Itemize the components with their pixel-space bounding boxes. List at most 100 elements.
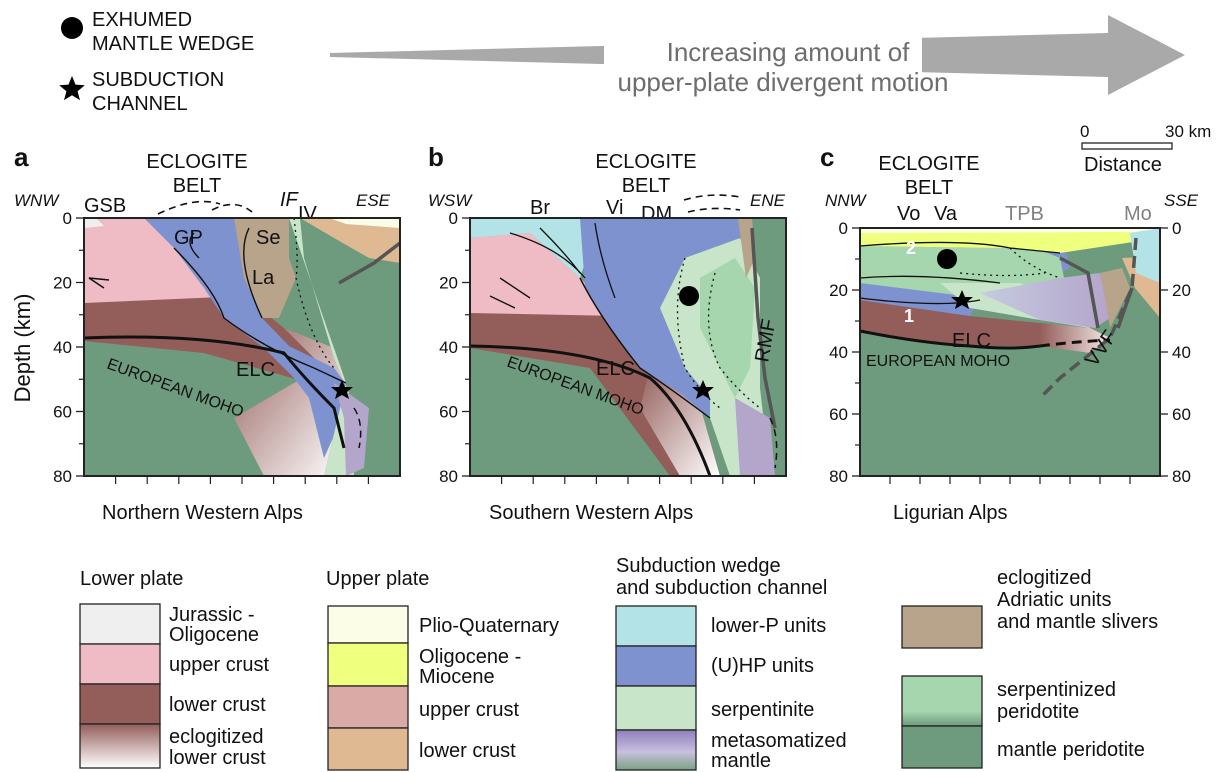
panel-title-2: BELT — [173, 175, 222, 197]
legend-item: Plio-Quaternary — [419, 615, 559, 637]
scale-label: Distance — [1084, 154, 1162, 176]
label-elc: ELC — [596, 358, 635, 380]
panel-letter: a — [14, 142, 29, 172]
circle-label-1: EXHUMED — [92, 9, 192, 31]
legend-item: lower-P units — [711, 615, 826, 637]
depth-tick-label: 40 — [53, 338, 72, 357]
depth-tick-label: 0 — [449, 209, 458, 228]
panel-a: a ECLOGITE BELT WNW ESE GSB IF IV — [14, 142, 401, 524]
legend-item: upper crust — [419, 699, 519, 721]
depth-tick-label: 20 — [1172, 281, 1191, 300]
depth-tick-label: 40 — [1172, 343, 1191, 362]
star-label-2: CHANNEL — [92, 93, 188, 115]
label-elc: ELC — [952, 330, 991, 352]
legend-item: and mantle slivers — [997, 611, 1158, 633]
legend-item: peridotite — [997, 701, 1079, 723]
label-vo: Vo — [897, 203, 920, 225]
label-va: Va — [934, 203, 958, 225]
panel-title-1: ECLOGITE — [878, 153, 979, 175]
legend-item: lower crust — [169, 694, 266, 716]
exhumed-mantle-wedge-circle-icon — [61, 17, 83, 39]
legend-item: serpentinized — [997, 679, 1116, 701]
legend-item: metasomatized — [711, 730, 847, 752]
label-n2: 2 — [906, 238, 916, 258]
legend-item: mantle — [711, 750, 771, 772]
legend-item: Oligocene - — [419, 646, 521, 668]
legend-item: (U)HP units — [711, 655, 814, 677]
legend-item: eclogitized — [169, 726, 264, 748]
label-gsb: GSB — [84, 195, 126, 217]
dir-left: WNW — [14, 191, 60, 210]
panel-c: c ECLOGITE BELT NNW SSE Vo Va TPB Mo — [820, 142, 1199, 524]
legend-item: Oligocene — [169, 624, 259, 646]
star-label-1: SUBDUCTION — [92, 69, 224, 91]
depth-tick-label: 80 — [53, 467, 72, 486]
depth-tick-label: 20 — [53, 274, 72, 293]
legend-item: Miocene — [419, 666, 495, 688]
label-n1: 1 — [904, 306, 914, 326]
scale-start: 0 — [1080, 122, 1089, 141]
label-gp: GP — [174, 227, 203, 249]
depth-tick-label: 60 — [829, 405, 848, 424]
subduction-channel-star-icon — [59, 76, 85, 101]
panel-title-1: ECLOGITE — [146, 151, 247, 173]
legend-item: serpentinite — [711, 699, 814, 721]
panel-caption: Northern Western Alps — [102, 502, 303, 524]
legend-wedge-heading-2: and subduction channel — [616, 577, 827, 599]
depth-tick-label: 80 — [829, 467, 848, 486]
panel-caption: Southern Western Alps — [489, 502, 693, 524]
legend-item: lower crust — [169, 747, 266, 769]
depth-tick-label: 0 — [839, 219, 848, 238]
legend-wedge-heading-1: Subduction wedge — [616, 555, 781, 577]
legend-item: mantle peridotite — [997, 739, 1145, 761]
label-if: IF — [280, 189, 300, 211]
depth-tick-label: 80 — [1172, 467, 1191, 486]
depth-axes: Depth (km) 0 20 40 60 80 0 20 40 60 80 0 0 20 20 40 40 6… — [10, 209, 1191, 486]
depth-tick-label: 40 — [829, 343, 848, 362]
arrow-text-1: Increasing amount of — [667, 37, 911, 67]
depth-tick-label: 20 — [829, 281, 848, 300]
depth-tick-label: 0 — [63, 209, 72, 228]
divergence-arrow: Increasing amount of upper-plate diverge… — [330, 15, 1185, 100]
scale-end: 30 km — [1165, 122, 1211, 141]
dir-right: ENE — [750, 191, 786, 210]
panel-title-1: ECLOGITE — [595, 151, 696, 173]
dir-right: SSE — [1164, 191, 1199, 210]
legend-lower-plate-heading: Lower plate — [80, 568, 183, 590]
depth-tick-label: 80 — [439, 467, 458, 486]
legend-item: Adriatic units — [997, 589, 1112, 611]
panel-b: b ECLOGITE BELT WSW ENE Br Vi DM — [428, 142, 787, 524]
label-br: Br — [530, 197, 550, 219]
panel-title-2: BELT — [622, 175, 671, 197]
dir-left: WSW — [428, 191, 473, 210]
circle-label-2: MANTLE WEDGE — [92, 33, 254, 55]
legend: Lower plate Jurassic - Oligocene upper c… — [79, 555, 1158, 772]
panel-letter: b — [428, 142, 444, 172]
label-se: Se — [256, 227, 280, 249]
label-mo: Mo — [1124, 203, 1152, 225]
panel-letter: c — [820, 142, 834, 172]
depth-tick-label: 20 — [439, 274, 458, 293]
arrow-text-2: upper-plate divergent motion — [618, 67, 949, 97]
depth-tick-label: 40 — [439, 338, 458, 357]
label-tpb: TPB — [1005, 203, 1044, 225]
legend-item: eclogitized — [997, 567, 1092, 589]
legend-item: upper crust — [169, 654, 269, 676]
label-vi: Vi — [606, 197, 623, 219]
legend-upper-plate-heading: Upper plate — [326, 568, 429, 590]
depth-tick-label: 60 — [53, 403, 72, 422]
legend-item: Jurassic - — [169, 604, 255, 626]
panel-title-2: BELT — [905, 177, 954, 199]
label-elc: ELC — [236, 359, 275, 381]
scale-bar: 0 30 km Distance — [1080, 122, 1211, 176]
legend-item: lower crust — [419, 740, 516, 762]
depth-axis-label: Depth (km) — [10, 294, 35, 403]
label-moho: EUROPEAN MOHO — [866, 353, 1010, 370]
dir-right: ESE — [356, 191, 391, 210]
top-legend: EXHUMED MANTLE WEDGE SUBDUCTION CHANNEL — [59, 9, 254, 115]
panel-caption: Ligurian Alps — [893, 502, 1008, 524]
dir-left: NNW — [825, 191, 868, 210]
depth-tick-label: 60 — [439, 403, 458, 422]
depth-tick-label: 60 — [1172, 405, 1191, 424]
